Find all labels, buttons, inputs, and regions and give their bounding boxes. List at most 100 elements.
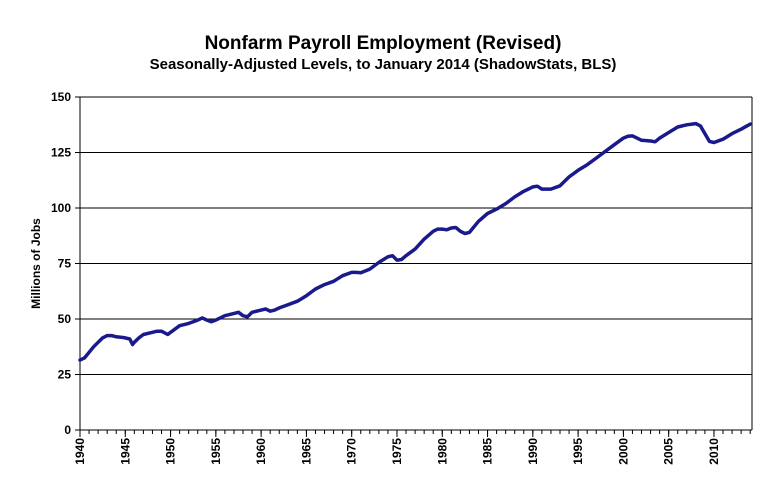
data-point: [631, 134, 634, 138]
data-point: [223, 314, 227, 317]
data-point: [237, 311, 240, 314]
y-tick-label: 150: [51, 90, 71, 104]
data-point: [395, 258, 399, 262]
data-point: [604, 150, 607, 153]
data-point: [495, 207, 498, 211]
data-point: [739, 127, 743, 131]
data-point: [323, 283, 326, 286]
data-point: [355, 271, 358, 274]
data-point: [721, 137, 725, 141]
data-point: [391, 254, 394, 257]
y-tick-label: 0: [64, 423, 71, 437]
grid-layer: [80, 96, 752, 375]
x-tick-label: 1985: [481, 438, 495, 465]
data-point: [137, 336, 141, 340]
data-point: [305, 294, 308, 297]
data-point: [142, 333, 145, 336]
data-point: [259, 308, 263, 312]
data-point: [653, 140, 657, 144]
x-tick-label: 1970: [345, 438, 359, 465]
x-tick-label: 2005: [662, 438, 676, 465]
x-tick-label: 2010: [707, 438, 721, 465]
data-point: [151, 331, 154, 334]
data-point: [133, 341, 136, 344]
data-point: [504, 202, 507, 205]
data-point: [703, 132, 707, 135]
data-point: [155, 330, 159, 333]
data-point: [210, 320, 213, 323]
data-point: [622, 136, 625, 140]
x-tick-label: 1995: [571, 438, 585, 465]
data-point: [585, 163, 589, 166]
data-point: [463, 232, 467, 235]
data-point: [178, 324, 181, 327]
data-point: [78, 358, 82, 362]
data-point: [613, 143, 616, 146]
data-point: [332, 280, 335, 283]
data-point: [699, 124, 702, 128]
data-point: [101, 336, 104, 340]
y-tick-label: 100: [51, 201, 71, 215]
data-point: [246, 315, 249, 318]
data-point: [536, 185, 539, 188]
data-point: [359, 271, 362, 275]
data-point: [413, 247, 417, 251]
data-point: [649, 139, 652, 143]
data-point: [513, 195, 516, 199]
data-point: [400, 258, 403, 261]
data-point: [436, 227, 439, 231]
data-point: [92, 345, 95, 348]
data-point: [549, 187, 553, 191]
chart-title: Nonfarm Payroll Employment (Revised): [204, 33, 562, 54]
data-point: [730, 132, 734, 135]
data-point: [268, 310, 272, 313]
data-point: [454, 226, 458, 229]
data-point: [459, 230, 462, 233]
data-point: [115, 335, 118, 338]
data-point: [486, 212, 489, 215]
x-tick-label: 1940: [73, 438, 87, 465]
data-point: [468, 231, 471, 234]
data-point: [595, 156, 598, 160]
x-tick-label: 1990: [526, 438, 540, 465]
data-point: [241, 314, 245, 317]
data-point: [531, 185, 535, 189]
data-point: [105, 334, 109, 337]
x-tick-label: 1975: [390, 438, 404, 465]
data-point: [119, 336, 122, 339]
x-tick-label: 2000: [616, 438, 630, 465]
data-point: [110, 334, 113, 337]
chart-subtitle: Seasonally-Adjusted Levels, to January 2…: [149, 56, 617, 73]
data-point: [169, 331, 172, 334]
data-point: [748, 122, 752, 126]
data-point: [441, 227, 444, 231]
series-layer: [78, 121, 752, 362]
data-point: [576, 169, 580, 172]
x-tick-label: 1965: [299, 438, 313, 465]
data-point: [232, 312, 236, 315]
data-point: [187, 322, 190, 325]
data-point: [350, 271, 353, 274]
data-point: [250, 311, 254, 314]
data-point: [522, 190, 525, 193]
data-point: [160, 330, 163, 333]
data-point: [201, 316, 204, 320]
data-point: [341, 274, 344, 277]
data-point: [131, 343, 134, 346]
y-tick-label: 25: [58, 368, 72, 382]
data-point: [626, 135, 630, 138]
data-point: [273, 308, 276, 312]
data-point: [124, 336, 127, 340]
data-point: [386, 255, 390, 259]
data-point: [377, 261, 381, 264]
data-point: [404, 254, 408, 257]
data-point: [567, 175, 571, 179]
data-point: [166, 333, 170, 336]
series-line: [78, 121, 752, 362]
data-point: [196, 318, 199, 322]
y-axis-title: Millions of Jobs: [29, 218, 43, 309]
data-point: [712, 141, 716, 144]
axis-layer: [75, 96, 753, 437]
x-tick-label: 1960: [254, 438, 268, 465]
